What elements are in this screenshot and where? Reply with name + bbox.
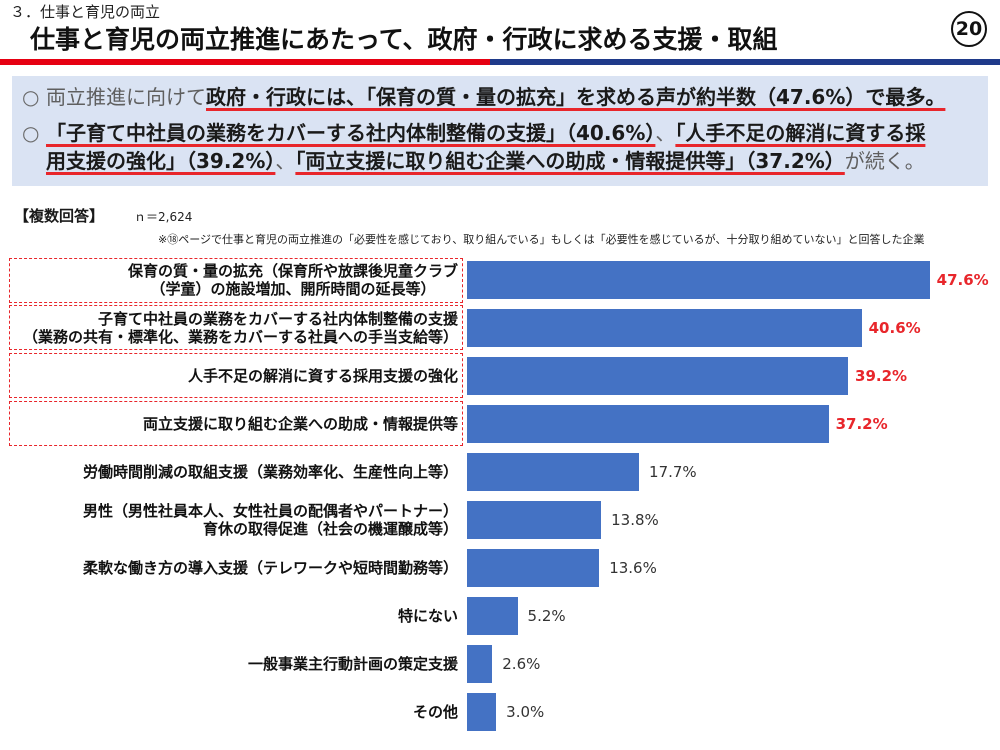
summary-emphasis-text: 政府・行政には、「保育の質・量の拡充」を求める声が約半数（47.6%）で最多。 [206, 85, 946, 109]
chart-note: ※⑱ページで仕事と育児の両立推進の「必要性を感じており、取り組んでいる」もしくは… [158, 233, 925, 246]
summary-emphasis-text: 「子育て中社員の業務をカバーする社内体制整備の支援」（40.6%） [46, 121, 656, 145]
bullet-circle-icon: ○ [22, 121, 40, 145]
bar-5 [467, 452, 640, 491]
sample-size-label: ｎ＝2,624 [134, 210, 193, 224]
category-label-1: 保育の質・量の拡充（保育所や放課後児童クラブ （学童）の施設増加、開所時間の延長… [127, 262, 458, 298]
summary-bullet-2-line-2: 用支援の強化」（39.2%）、「両立支援に取り組む企業への助成・情報提供等」（3… [46, 147, 978, 175]
summary-emphasis-text: 用支援の強化」（39.2%） [46, 149, 276, 173]
summary-bullet-1-line-1: 両立推進に向けて政府・行政には、「保育の質・量の拡充」を求める声が約半数（47.… [46, 83, 978, 111]
highlight-box-2 [9, 305, 463, 351]
category-label-6: 男性（男性社員本人、女性社員の配偶者やパートナー） 育休の取得促進（社会の機運醸… [82, 501, 458, 538]
bar-3 [467, 356, 849, 395]
highlight-box-3 [9, 353, 463, 399]
category-label-10: その他 [412, 702, 458, 721]
category-label-3: 人手不足の解消に資する採用支援の強化 [187, 366, 458, 385]
data-label-10: 3.0% [506, 702, 545, 721]
summary-tail-text: が続く。 [844, 149, 925, 173]
bullet-circle-icon: ○ [22, 85, 40, 109]
summary-bullet-1-text: 両立推進に向けて政府・行政には、「保育の質・量の拡充」を求める声が約半数（47.… [46, 83, 978, 111]
category-label-2: 子育て中社員の業務をカバーする社内体制整備の支援 （業務の共有・標準化、業務をカ… [22, 309, 458, 346]
data-label-2: 40.6% [868, 318, 921, 337]
summary-bullet-2-line-1: 「子育て中社員の業務をカバーする社内体制整備の支援」（40.6%）、「人手不足の… [46, 119, 978, 147]
category-label-7: 柔軟な働き方の導入支援（テレワークや短時間勤務等） [82, 558, 458, 577]
horizontal-bar-chart: 保育の質・量の拡充（保育所や放課後児童クラブ （学童）の施設増加、開所時間の延長… [0, 250, 1000, 740]
bar-10 [467, 692, 497, 731]
bar-1 [467, 261, 930, 299]
summary-box: ○ 両立推進に向けて政府・行政には、「保育の質・量の拡充」を求める声が約半数（4… [12, 76, 988, 186]
page-number-badge: 20 [951, 11, 987, 47]
section-label: ３．仕事と育児の両立 [10, 3, 161, 21]
data-label-4: 37.2% [835, 414, 888, 433]
summary-bullet-2: ○ 「子育て中社員の業務をカバーする社内体制整備の支援」（40.6%）、「人手不… [22, 119, 978, 175]
data-label-6: 13.8% [611, 510, 659, 529]
category-label-4: 両立支援に取り組む企業への助成・情報提供等 [142, 414, 458, 433]
bar-4 [467, 404, 829, 443]
category-label-9: 一般事業主行動計画の策定支援 [247, 654, 458, 673]
data-label-3: 39.2% [855, 366, 908, 385]
header-rule-red [0, 59, 490, 65]
bar-2 [467, 308, 862, 347]
summary-lead-text: 両立推進に向けて [46, 85, 206, 109]
summary-bullet-2-text: 「子育て中社員の業務をカバーする社内体制整備の支援」（40.6%）、「人手不足の… [46, 119, 978, 175]
summary-separator: 、 [655, 121, 676, 145]
category-label-5: 労働時間削減の取組支援（業務効率化、生産性向上等） [82, 462, 458, 481]
header-rule [0, 59, 1000, 65]
summary-emphasis-text: 「両立支援に取り組む企業への助成・情報提供等」（37.2%） [295, 149, 845, 173]
header-rule-navy [490, 59, 1000, 65]
data-label-8: 5.2% [527, 606, 566, 625]
answer-type-label: 【複数回答】 [14, 207, 105, 225]
slide-title: 仕事と育児の両立推進にあたって、政府・行政に求める支援・取組 [30, 25, 778, 54]
data-label-5: 17.7% [649, 462, 697, 481]
bar-8 [467, 596, 518, 635]
highlight-box-1 [9, 257, 463, 303]
bar-6 [467, 500, 602, 539]
summary-separator: 、 [275, 149, 296, 173]
summary-emphasis-text: 「人手不足の解消に資する採 [675, 121, 926, 145]
data-label-1: 47.6% [936, 271, 989, 289]
highlight-box-4 [9, 401, 463, 447]
bar-7 [467, 548, 600, 587]
summary-bullet-1: ○ 両立推進に向けて政府・行政には、「保育の質・量の拡充」を求める声が約半数（4… [22, 83, 978, 111]
category-label-8: 特にない [397, 606, 458, 625]
data-label-7: 13.6% [609, 558, 657, 577]
data-label-9: 2.6% [502, 654, 541, 673]
bar-9 [467, 644, 493, 683]
